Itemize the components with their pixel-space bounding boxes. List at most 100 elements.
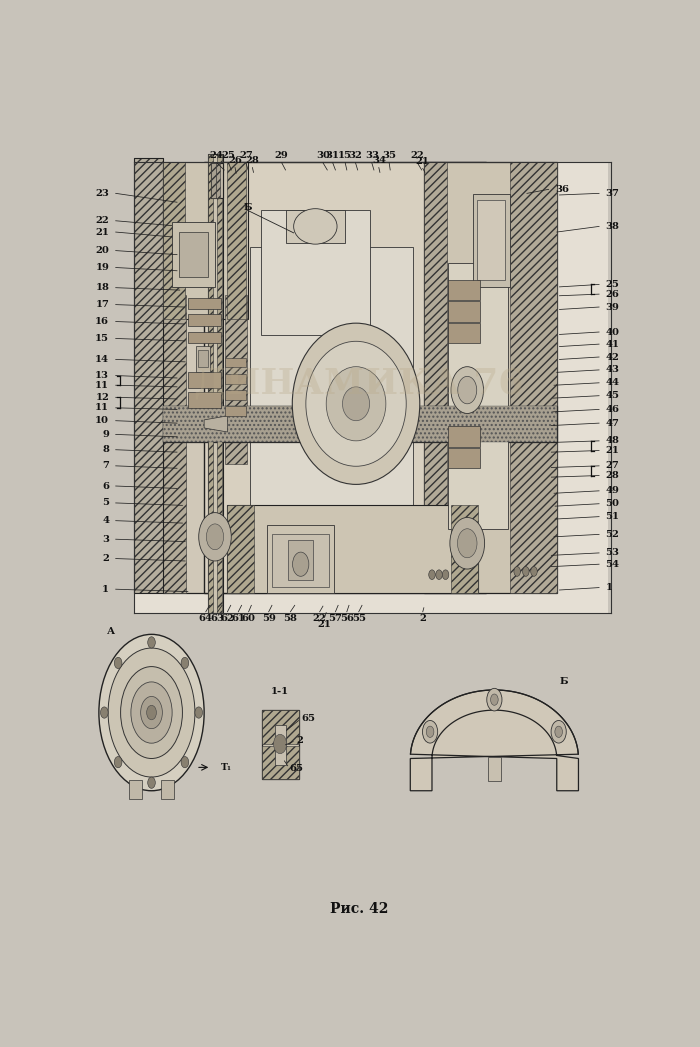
Text: 41: 41: [606, 339, 620, 349]
FancyBboxPatch shape: [211, 162, 216, 198]
Circle shape: [551, 720, 566, 743]
Text: 42: 42: [606, 353, 620, 361]
Circle shape: [108, 648, 195, 777]
FancyBboxPatch shape: [163, 406, 556, 442]
FancyBboxPatch shape: [204, 162, 486, 594]
Text: 30: 30: [316, 152, 330, 160]
FancyBboxPatch shape: [225, 391, 246, 400]
Text: 23: 23: [95, 188, 109, 198]
Text: 57: 57: [328, 615, 342, 623]
Text: 15: 15: [338, 152, 352, 160]
Circle shape: [491, 694, 498, 706]
Text: 28: 28: [606, 471, 620, 480]
Text: 54: 54: [606, 560, 620, 569]
Text: 27: 27: [239, 152, 253, 160]
Text: 27: 27: [606, 462, 620, 470]
FancyBboxPatch shape: [272, 534, 329, 586]
Text: 14: 14: [95, 355, 109, 364]
Text: 47: 47: [606, 419, 620, 427]
FancyBboxPatch shape: [225, 406, 246, 416]
Text: 18: 18: [95, 283, 109, 292]
Circle shape: [293, 552, 309, 576]
Text: 49: 49: [606, 487, 620, 495]
Text: 7: 7: [102, 462, 109, 470]
FancyBboxPatch shape: [163, 295, 186, 594]
Text: 34: 34: [372, 156, 386, 165]
FancyBboxPatch shape: [134, 158, 163, 594]
Text: 65: 65: [290, 764, 304, 774]
FancyBboxPatch shape: [227, 505, 478, 594]
Text: 63: 63: [211, 615, 225, 623]
Circle shape: [514, 566, 520, 576]
Text: T₁: T₁: [220, 763, 232, 772]
Circle shape: [141, 696, 162, 729]
FancyBboxPatch shape: [473, 194, 510, 287]
Circle shape: [146, 706, 156, 719]
Text: 1-1: 1-1: [271, 688, 289, 696]
Text: Рис. 42: Рис. 42: [330, 903, 388, 916]
FancyBboxPatch shape: [216, 154, 222, 614]
Polygon shape: [204, 416, 228, 432]
Circle shape: [458, 529, 477, 558]
Circle shape: [199, 513, 231, 561]
Circle shape: [99, 634, 204, 790]
Text: 28: 28: [246, 156, 259, 165]
FancyBboxPatch shape: [261, 210, 370, 335]
Text: 59: 59: [262, 615, 276, 623]
Text: 25: 25: [222, 152, 235, 160]
FancyBboxPatch shape: [448, 448, 480, 468]
FancyBboxPatch shape: [228, 162, 246, 319]
Circle shape: [148, 777, 155, 788]
Circle shape: [436, 570, 442, 580]
FancyBboxPatch shape: [267, 525, 335, 594]
Text: 43: 43: [606, 365, 620, 375]
FancyBboxPatch shape: [225, 358, 246, 367]
Text: 56: 56: [340, 615, 354, 623]
FancyBboxPatch shape: [288, 540, 313, 580]
FancyBboxPatch shape: [129, 780, 142, 799]
FancyBboxPatch shape: [163, 406, 556, 442]
FancyBboxPatch shape: [163, 295, 248, 594]
Text: 48: 48: [606, 437, 620, 445]
Text: Б: Б: [244, 203, 252, 213]
Text: 55: 55: [351, 615, 365, 623]
Text: 12: 12: [95, 393, 109, 402]
FancyBboxPatch shape: [161, 780, 174, 799]
FancyBboxPatch shape: [262, 747, 298, 779]
Text: 24: 24: [210, 152, 223, 160]
Circle shape: [442, 570, 449, 580]
Text: 32: 32: [349, 152, 363, 160]
Circle shape: [423, 720, 438, 743]
FancyBboxPatch shape: [424, 162, 447, 594]
FancyBboxPatch shape: [225, 374, 246, 383]
Circle shape: [274, 734, 286, 754]
FancyBboxPatch shape: [172, 222, 215, 287]
FancyBboxPatch shape: [198, 350, 208, 367]
FancyBboxPatch shape: [163, 162, 185, 319]
Text: 10: 10: [95, 417, 109, 425]
Ellipse shape: [326, 366, 386, 441]
FancyBboxPatch shape: [216, 162, 220, 198]
Text: 21: 21: [318, 620, 332, 629]
Text: 21: 21: [95, 227, 109, 237]
FancyBboxPatch shape: [178, 232, 209, 277]
Text: 62: 62: [220, 615, 234, 623]
FancyBboxPatch shape: [208, 154, 213, 614]
Text: 35: 35: [382, 152, 396, 160]
Text: 33: 33: [365, 152, 379, 160]
Text: 64: 64: [199, 615, 213, 623]
Text: Б: Б: [559, 677, 568, 687]
Text: 46: 46: [606, 405, 620, 414]
Text: 37: 37: [606, 188, 620, 198]
Text: 19: 19: [95, 263, 109, 272]
Circle shape: [114, 658, 122, 669]
Circle shape: [450, 517, 484, 570]
Text: 1: 1: [606, 583, 612, 593]
Text: 3: 3: [102, 535, 109, 543]
FancyBboxPatch shape: [211, 162, 223, 198]
Text: 22: 22: [313, 615, 327, 623]
Text: 6: 6: [102, 482, 109, 490]
Circle shape: [428, 570, 435, 580]
Circle shape: [131, 682, 172, 743]
FancyBboxPatch shape: [424, 162, 556, 594]
